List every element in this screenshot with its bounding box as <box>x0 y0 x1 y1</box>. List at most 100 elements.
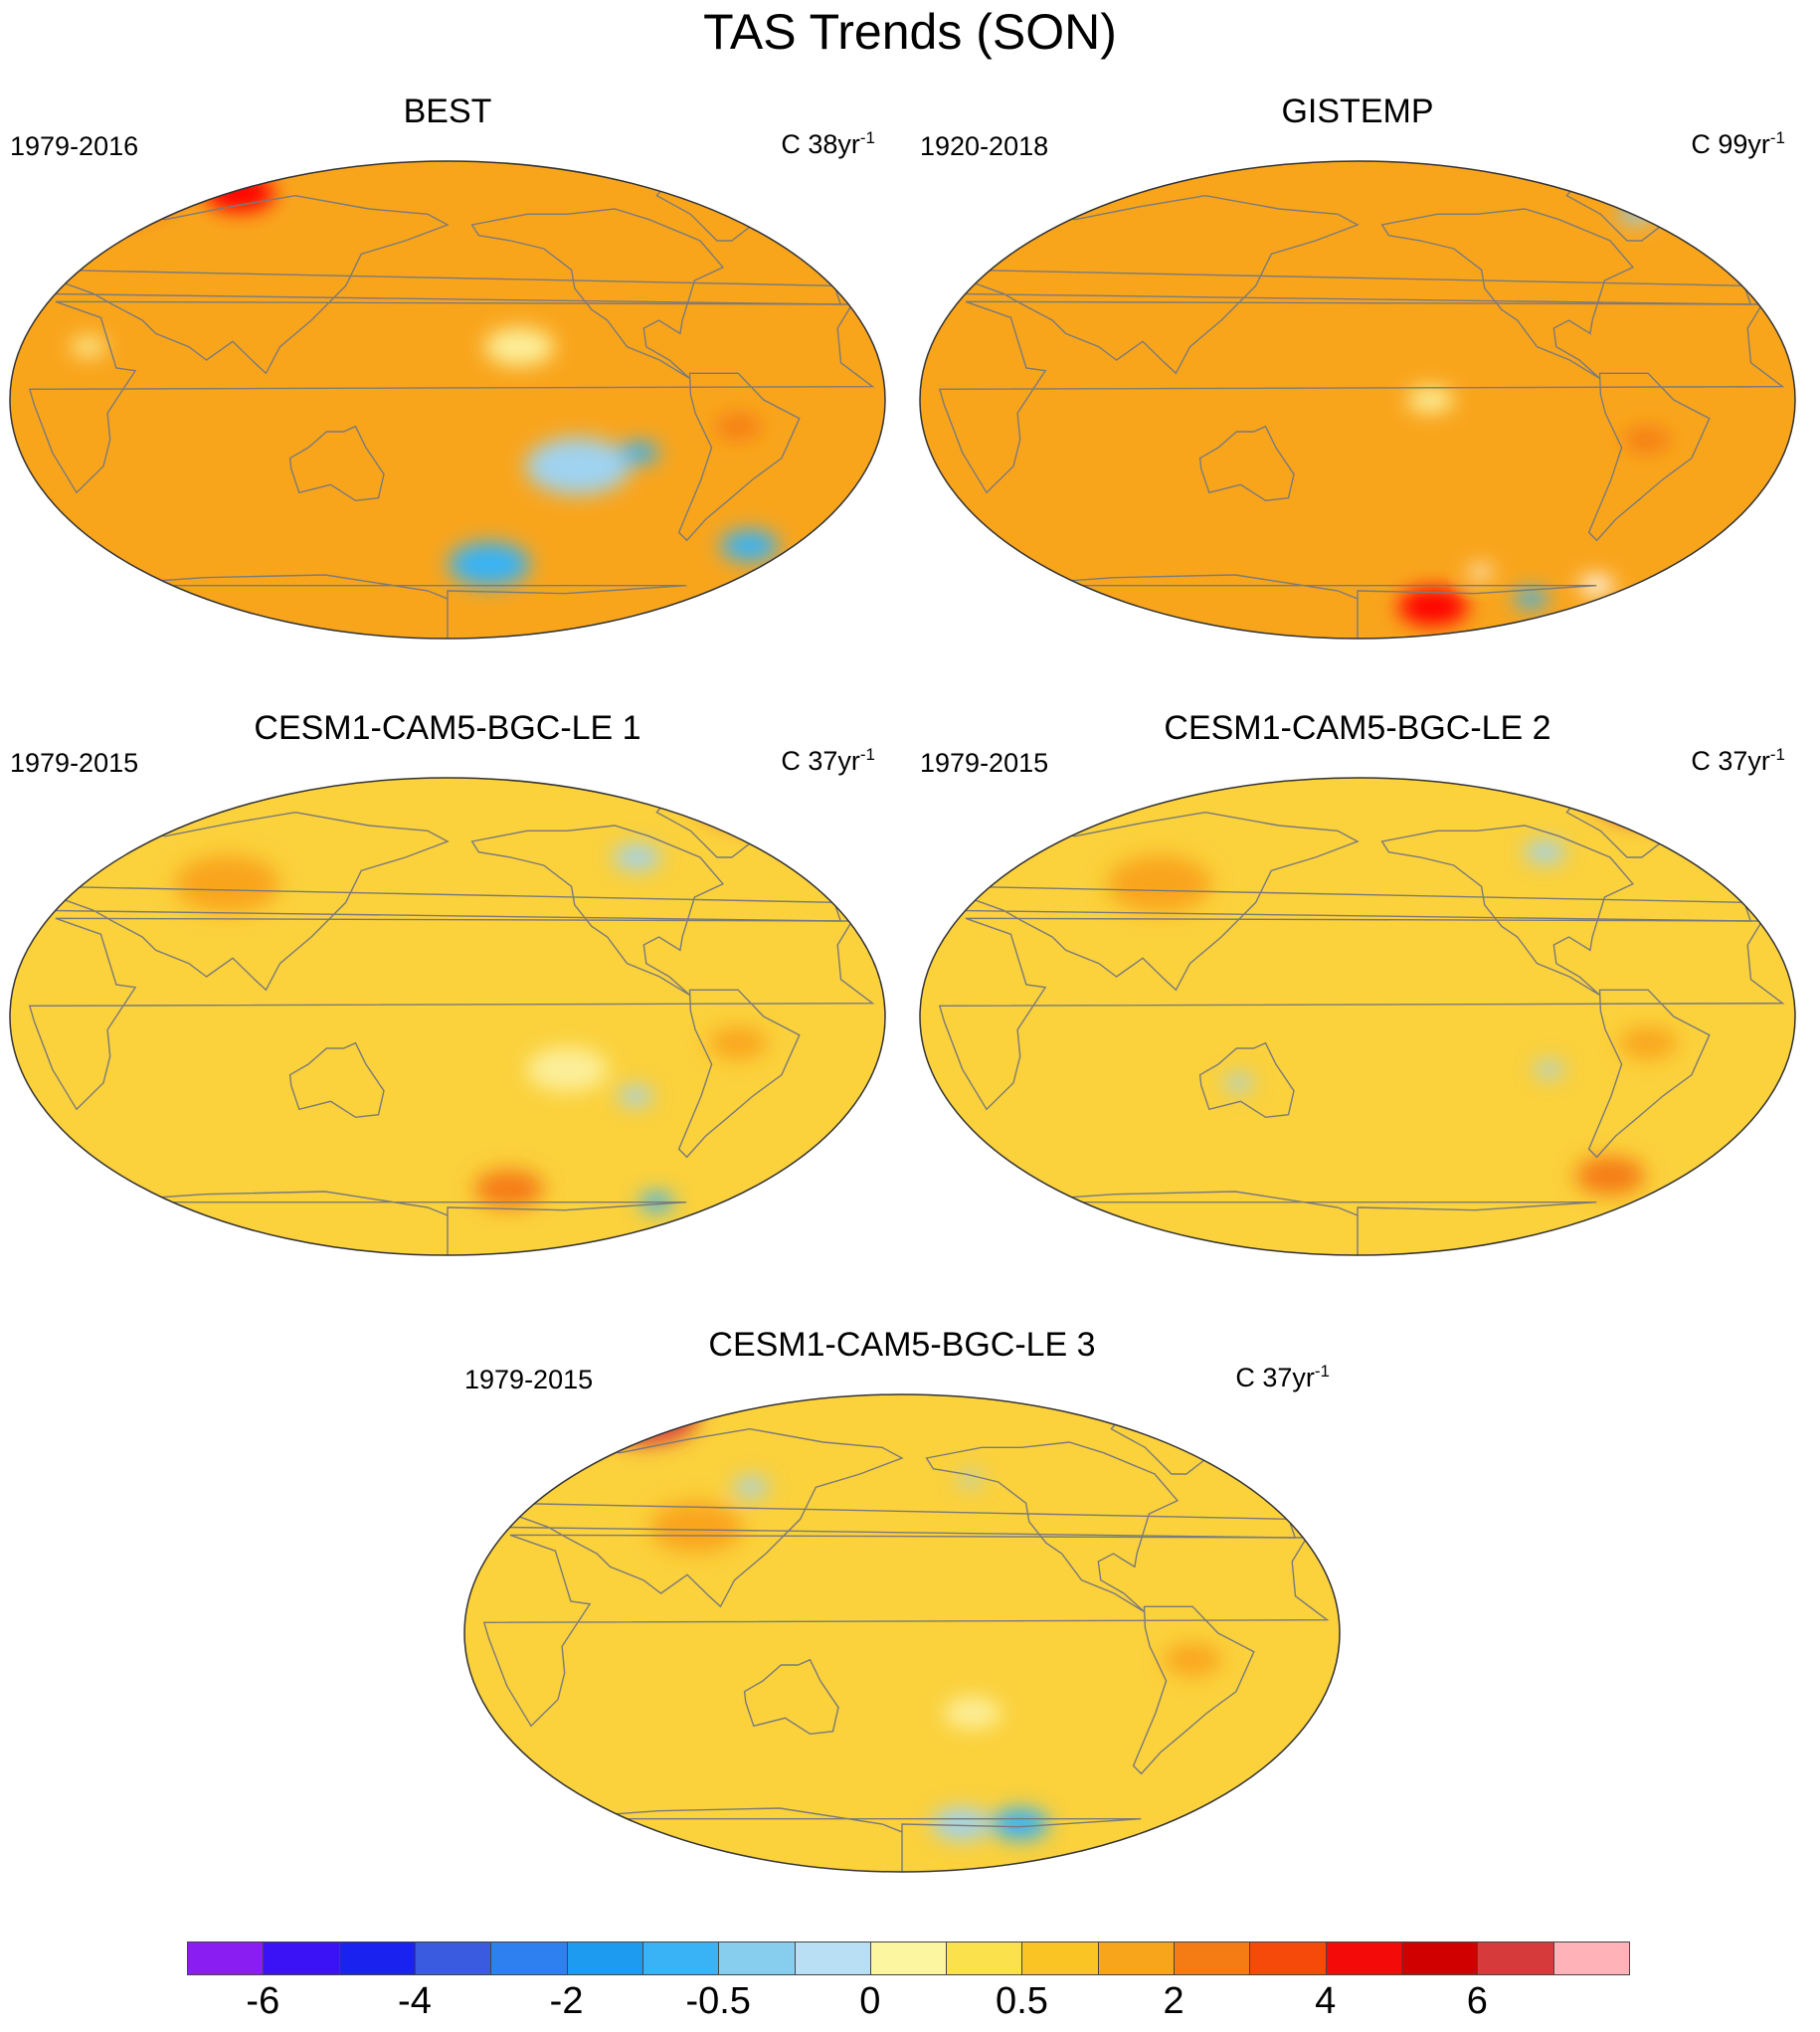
coastline <box>677 372 801 542</box>
colorbar <box>187 1941 1630 1977</box>
colorbar-box <box>1249 1941 1327 1975</box>
panel-best: BEST 1979-2016 C 38yr-1 <box>0 92 895 648</box>
coastline <box>89 574 687 639</box>
map-field <box>464 1394 1340 1872</box>
trend-patch <box>708 1026 768 1059</box>
colorbar-box <box>794 1941 871 1975</box>
map-cesm-2 <box>919 777 1796 1256</box>
trend-patch <box>174 854 280 913</box>
map-field <box>10 778 885 1255</box>
colorbar-box <box>263 1941 340 1975</box>
trend-patch <box>991 1808 1049 1840</box>
colorbar-box <box>338 1941 416 1975</box>
trend-patch <box>526 1046 609 1092</box>
colorbar-box <box>187 1941 265 1975</box>
colorbar-label: 0.5 <box>996 1980 1048 2022</box>
coastline <box>1198 1041 1295 1119</box>
map-border <box>9 160 886 640</box>
trend-patch <box>575 1404 634 1437</box>
map-cesm-3 <box>463 1393 1341 1873</box>
colorbar-box <box>946 1941 1023 1975</box>
coastline <box>470 825 725 997</box>
trend-patch <box>619 442 660 464</box>
trend-patch <box>1534 1061 1564 1078</box>
coastline <box>938 300 1785 494</box>
figure-title: TAS Trends (SON) <box>703 4 1117 60</box>
colorbar-label: 0 <box>859 1980 881 2022</box>
map-field <box>920 778 1795 1255</box>
coastline <box>925 1441 1180 1613</box>
coastline <box>1587 372 1711 542</box>
trend-patch <box>1469 565 1493 579</box>
colorbar-box <box>1477 1941 1554 1975</box>
coastline <box>1132 1605 1255 1775</box>
panel-title: CESM1-CAM5-BGC-LE 1 <box>254 709 641 747</box>
coastline <box>743 1658 839 1736</box>
colorbar-label: 6 <box>1466 1980 1488 2022</box>
map-border <box>463 1393 1341 1873</box>
period-label: 1979-2015 <box>464 1365 594 1394</box>
colorbar-label: -4 <box>398 1980 432 2022</box>
colorbar-box <box>1174 1941 1251 1975</box>
coastline <box>1587 989 1711 1159</box>
trend-patch <box>71 337 106 357</box>
trend-patch <box>53 161 182 218</box>
units-label: C 38yr-1 <box>781 128 875 159</box>
map-border <box>919 777 1796 1256</box>
coastline <box>288 425 385 502</box>
units-label: C 37yr-1 <box>781 745 875 776</box>
trend-patch <box>943 1697 1002 1729</box>
trend-patch <box>1163 1643 1222 1676</box>
map-gistemp <box>919 160 1796 640</box>
trend-patch <box>1641 781 1689 807</box>
colorbar-label: -2 <box>549 1980 584 2022</box>
trend-patch <box>1406 387 1454 413</box>
trend-patch <box>720 529 779 562</box>
coastline <box>1198 425 1295 502</box>
colorbar-box <box>414 1941 492 1975</box>
colorbar-box <box>869 1941 948 1975</box>
coastline <box>288 1041 385 1119</box>
trend-patch <box>649 1501 744 1553</box>
coastline <box>1380 208 1635 380</box>
coastline <box>543 1807 1142 1872</box>
map-border <box>919 160 1796 640</box>
trend-patch <box>714 413 762 440</box>
colorbar-box <box>641 1941 720 1975</box>
colorbar-box <box>490 1941 568 1975</box>
trend-patch <box>1106 854 1212 913</box>
period-label: 1979-2016 <box>10 131 139 161</box>
colorbar-label: 2 <box>1163 1980 1184 2022</box>
trend-patch <box>1623 427 1671 453</box>
panel-cesm-2: CESM1-CAM5-BGC-LE 2 1979-2015 C 37yr-1 <box>910 708 1805 1265</box>
map-best <box>9 160 886 640</box>
colorbar-box <box>718 1941 796 1975</box>
trend-patch <box>1593 778 1700 823</box>
coastline <box>28 300 875 494</box>
coastline <box>470 208 725 380</box>
trend-patch <box>484 327 555 366</box>
trend-patch <box>932 1808 991 1840</box>
map-field <box>920 161 1795 639</box>
trend-patch <box>1618 1026 1678 1059</box>
colorbar-label: -6 <box>246 1980 280 2022</box>
coastline <box>28 917 875 1111</box>
coastline <box>677 989 801 1159</box>
map-cesm-1 <box>9 777 886 1256</box>
trend-patch <box>1397 587 1469 627</box>
panel-title: BEST <box>403 92 492 130</box>
colorbar-box <box>1552 1941 1630 1975</box>
coastline <box>1380 825 1635 997</box>
coastline <box>482 1534 1330 1728</box>
coastline <box>999 1191 1597 1255</box>
trend-patch <box>1525 840 1566 863</box>
trend-patch <box>696 778 814 826</box>
trend-patch <box>632 1400 667 1420</box>
colorbar-box <box>1097 1941 1176 1975</box>
colorbar-box <box>1401 1941 1479 1975</box>
colorbar-box <box>566 1941 643 1975</box>
period-label: 1979-2015 <box>920 748 1049 778</box>
period-label: 1920-2018 <box>920 131 1049 161</box>
colorbar-label: 4 <box>1315 1980 1337 2022</box>
